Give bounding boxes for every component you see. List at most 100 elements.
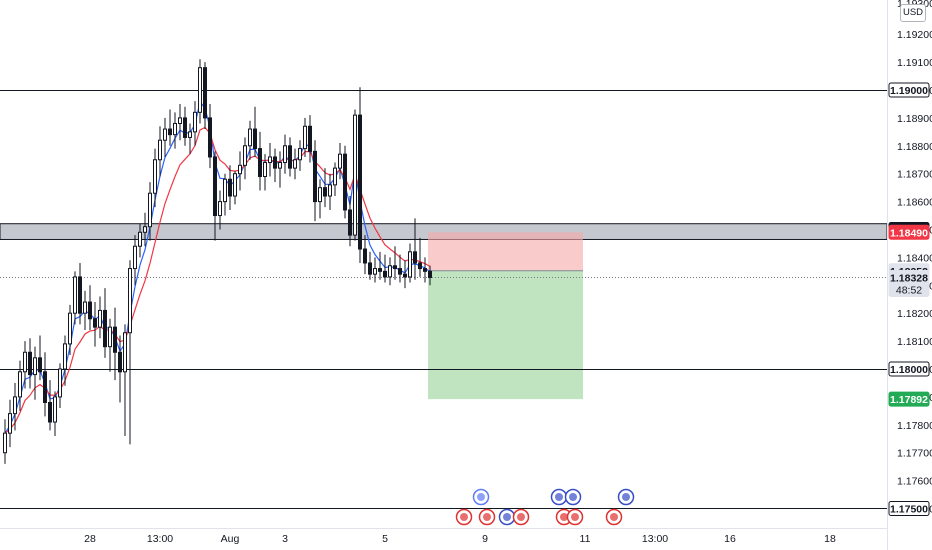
x-tick-label: 18 (824, 533, 836, 545)
candle-body (383, 270, 387, 278)
candle-body (268, 156, 272, 164)
candle-81 (408, 243, 412, 283)
candle-27 (138, 223, 142, 258)
candle-body (253, 128, 257, 150)
candle-body (73, 276, 77, 314)
candle-33 (168, 109, 172, 146)
candle-34 (173, 112, 177, 149)
candle-body (163, 128, 167, 141)
candle-79 (398, 254, 402, 283)
candle-body (43, 371, 47, 403)
candle-body (298, 148, 302, 161)
event-flag-icon (503, 513, 511, 521)
candle-body (258, 148, 262, 177)
y-tick-label: 1.18400 (897, 252, 932, 264)
x-tick-label: 5 (382, 533, 388, 545)
candle-body (88, 301, 92, 320)
candle-body (418, 262, 422, 270)
candle-body (273, 156, 277, 169)
candle-67 (338, 143, 342, 180)
candle-63 (318, 179, 322, 219)
candle-46 (233, 170, 237, 205)
candle-body (133, 245, 137, 270)
candle-body (53, 396, 57, 423)
candle-body (243, 145, 247, 166)
candle-18 (93, 302, 97, 347)
candle-body (318, 187, 322, 203)
candle-body (138, 231, 142, 247)
y-tick-label: 1.18100 (897, 336, 932, 348)
candle-body (263, 162, 267, 177)
candle-body (8, 413, 12, 434)
candle-65 (328, 173, 332, 210)
event-flag-icon (517, 513, 525, 521)
candle-20 (103, 288, 107, 358)
candle-14 (73, 271, 77, 325)
candle-body (353, 114, 357, 236)
candle-24 (123, 324, 127, 436)
candle-body (228, 178, 232, 197)
candle-body (278, 162, 282, 169)
y-tick-label: 1.19100 (897, 57, 932, 69)
economic-events-layer[interactable] (455, 488, 635, 526)
candle-4 (23, 341, 27, 389)
horizontal-lines-layer[interactable] (0, 90, 887, 509)
price-tag-1.18490[interactable]: 1.18490 (888, 224, 930, 240)
candle-5 (28, 338, 32, 389)
candle-84 (423, 257, 427, 283)
event-flag-icon (483, 513, 491, 521)
price-tag-1.18000[interactable]: 1.18000 (888, 361, 930, 377)
candle-body (193, 111, 197, 133)
candle-56 (283, 134, 287, 174)
candle-53 (268, 143, 272, 177)
short-position-layer[interactable] (428, 232, 583, 400)
candle-body (148, 192, 152, 228)
candle-body (173, 122, 177, 136)
candle-body (93, 318, 97, 328)
candle-body (248, 128, 252, 147)
currency-label[interactable]: USD (900, 4, 926, 22)
candle-body (113, 326, 117, 353)
event-flag-icon (622, 493, 630, 501)
y-tick-label: 1.18800 (897, 141, 932, 153)
candle-30 (153, 148, 157, 208)
price-tag-1.17892[interactable]: 1.17892 (888, 391, 930, 407)
candle-body (178, 117, 182, 124)
candle-82 (413, 218, 417, 280)
y-tick-label: 1.17800 (897, 420, 932, 432)
stop-loss-zone[interactable] (428, 232, 583, 271)
take-profit-zone[interactable] (428, 270, 583, 400)
candle-50 (253, 106, 257, 157)
price-tag-1.17500[interactable]: 1.17500 (888, 501, 930, 516)
candle-body (208, 117, 212, 158)
candle-body (168, 128, 172, 136)
candle-body (198, 67, 202, 113)
price-tag-value: 1.17892 (890, 394, 928, 406)
candle-body (63, 343, 67, 370)
candle-73 (368, 251, 372, 280)
price-tag-box (888, 82, 930, 98)
y-tick-label: 1.17700 (897, 448, 932, 460)
candle-69 (348, 196, 352, 247)
price-tag-1.19000[interactable]: 1.19000 (888, 82, 930, 98)
candle-body (83, 301, 87, 314)
candle-body (153, 159, 157, 194)
candle-51 (258, 131, 262, 191)
candle-11 (58, 363, 62, 409)
time-axis[interactable]: 28 13:00 Aug 3 5 9 11 13:00 16 18 (84, 533, 836, 545)
event-flag-icon (460, 513, 468, 521)
y-tick-label: 1.17600 (897, 476, 932, 488)
candle-body (333, 167, 337, 186)
x-tick-label: 9 (482, 533, 488, 545)
candle-body (143, 226, 147, 233)
candle-28 (143, 212, 147, 247)
event-flag-icon (477, 493, 485, 501)
candle-13 (68, 304, 72, 356)
candle-39 (198, 59, 202, 124)
price-tag-box (888, 361, 930, 377)
candle-body (388, 265, 392, 278)
y-tick-label: 1.18700 (897, 169, 932, 181)
